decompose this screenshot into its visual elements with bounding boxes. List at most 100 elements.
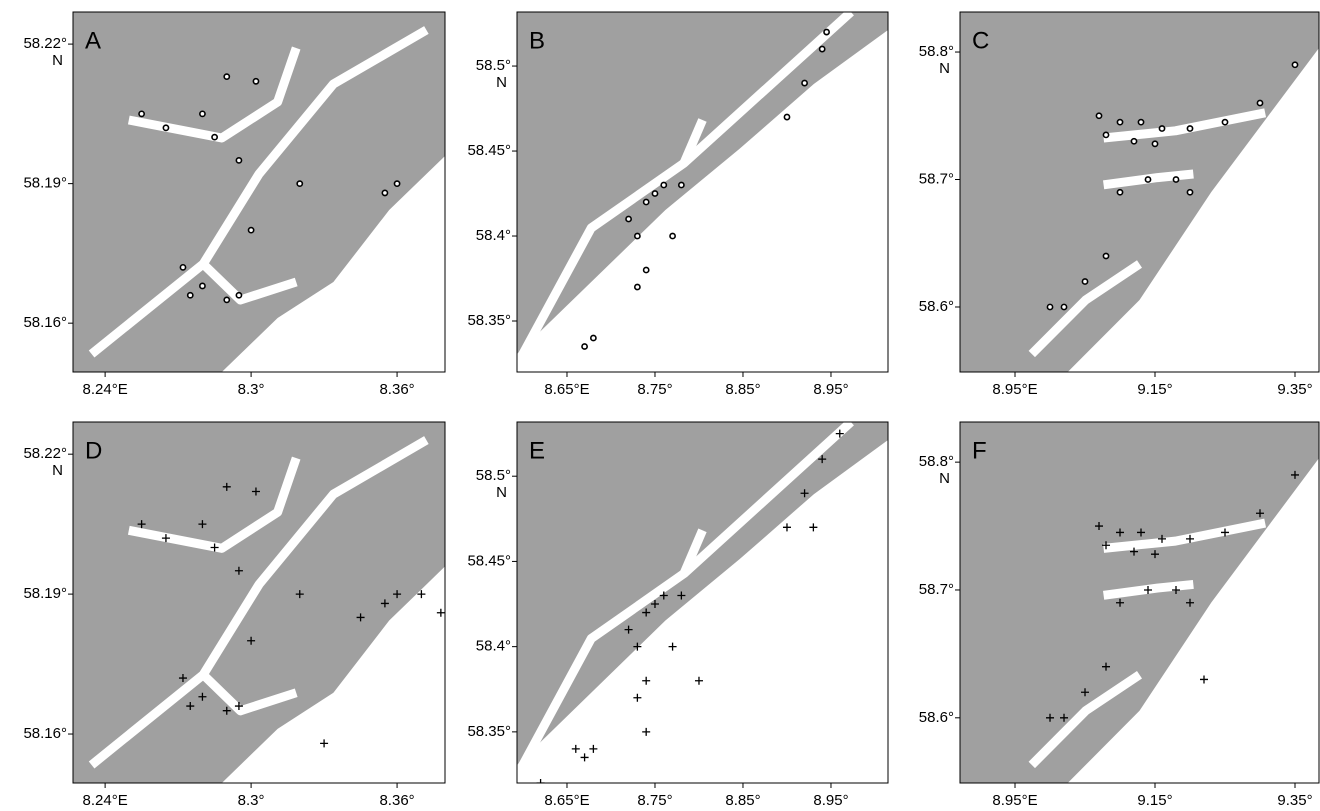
site-plus xyxy=(210,543,219,552)
site-plus xyxy=(642,676,651,685)
y-tick-label: 58.4° xyxy=(476,638,511,655)
x-tick-label: 8.24°E xyxy=(83,381,128,398)
frame xyxy=(516,421,889,784)
site-circle xyxy=(625,215,632,223)
y-tick-label: 58.8° xyxy=(919,43,954,60)
site-circle xyxy=(1116,188,1124,196)
site-plus xyxy=(1221,528,1229,537)
site-circle xyxy=(252,77,260,85)
x-tick-label: 8.65°E xyxy=(544,792,589,809)
x-tick-label: 8.95°E xyxy=(992,381,1037,398)
map-area xyxy=(73,12,445,372)
site-plus xyxy=(1172,585,1180,594)
site-plus xyxy=(633,642,642,651)
x-tick-label: 8.3° xyxy=(238,381,265,398)
site-plus xyxy=(417,590,426,599)
site-circle xyxy=(235,156,243,164)
y-tick-label: 58.6° xyxy=(919,298,954,315)
site-plus xyxy=(782,523,791,532)
site-plus xyxy=(1102,541,1111,550)
site-plus xyxy=(137,520,146,529)
site-circle xyxy=(1046,303,1054,311)
fjord xyxy=(127,456,301,553)
site-plus xyxy=(380,599,389,608)
x-tick-label: 8.95°E xyxy=(992,792,1037,809)
site-plus xyxy=(642,608,651,617)
site-plus xyxy=(589,744,598,753)
frame xyxy=(72,421,446,784)
site-circle xyxy=(1158,125,1166,132)
site-plus xyxy=(1200,675,1208,684)
site-plus xyxy=(694,676,703,685)
site-plus xyxy=(1158,534,1166,543)
x-tick-label: 8.24°E xyxy=(83,792,128,809)
fjord xyxy=(679,118,707,165)
site-circle xyxy=(660,181,668,189)
panel-label: B xyxy=(529,27,545,54)
map-area xyxy=(960,422,1319,783)
site-plus xyxy=(1130,547,1139,556)
site-circle xyxy=(211,133,218,141)
site-plus xyxy=(393,590,402,599)
site-circle xyxy=(1186,125,1194,132)
site-circle xyxy=(1137,118,1145,126)
site-circle xyxy=(1172,176,1180,183)
site-circle xyxy=(223,296,231,304)
site-plus xyxy=(571,744,580,753)
site-circle xyxy=(1081,278,1089,285)
site-circle xyxy=(179,263,187,271)
y-tick-label: 58.7° xyxy=(919,170,954,187)
site-plus xyxy=(356,613,365,622)
frame xyxy=(959,11,1320,373)
map-panel: D 8.24°E 8.3° 8.36° 58.22°N 58.19° 58.16° xyxy=(23,421,446,809)
x-tick-label: 8.95° xyxy=(813,381,848,398)
site-circle xyxy=(651,190,659,197)
site-circle xyxy=(235,291,243,299)
map-area xyxy=(517,422,888,783)
site-plus xyxy=(650,600,659,609)
site-circle xyxy=(581,343,588,350)
site-circle xyxy=(1291,61,1299,69)
site-plus xyxy=(247,636,256,645)
site-plus xyxy=(178,674,187,683)
panel-label: E xyxy=(529,437,545,464)
y-axis-label: N xyxy=(496,484,507,501)
fjord xyxy=(1103,518,1267,553)
panel-label: A xyxy=(85,27,101,54)
site-plus xyxy=(1081,688,1090,697)
site-circle xyxy=(1186,188,1194,196)
y-tick-label: 58.5° xyxy=(476,57,511,74)
site-circle xyxy=(199,282,206,290)
x-tick-label: 9.35° xyxy=(1277,381,1312,398)
site-plus xyxy=(677,591,686,600)
site-plus xyxy=(800,489,809,498)
x-tick-label: 8.95° xyxy=(813,792,848,809)
map-area xyxy=(73,422,445,783)
map-panel: A 8.24°E 8.3° 8.36° 58.22°N 58.19° 58.16° xyxy=(23,11,446,398)
sea xyxy=(1067,458,1319,783)
site-circle xyxy=(801,79,808,87)
site-plus xyxy=(198,520,207,529)
x-tick-label: 8.36° xyxy=(379,792,414,809)
site-plus xyxy=(1186,534,1194,543)
y-tick-label: 58.7° xyxy=(919,581,954,598)
site-plus xyxy=(1137,528,1145,537)
site-plus xyxy=(1255,509,1264,518)
site-circle xyxy=(186,291,194,299)
y-tick-label: 58.35° xyxy=(467,723,511,740)
site-plus xyxy=(1290,470,1299,479)
site-plus xyxy=(1102,662,1111,671)
x-tick-label: 8.3° xyxy=(238,792,265,809)
site-circle xyxy=(642,266,650,274)
y-axis-label: N xyxy=(496,74,507,91)
y-tick-label: 58.4° xyxy=(476,227,511,244)
fjord xyxy=(200,260,298,305)
fjord xyxy=(1103,108,1267,143)
site-plus xyxy=(536,779,545,783)
y-axis-label: N xyxy=(939,470,950,487)
x-tick-label: 9.35° xyxy=(1277,792,1312,809)
site-plus xyxy=(1151,550,1159,559)
site-circle xyxy=(296,180,304,188)
